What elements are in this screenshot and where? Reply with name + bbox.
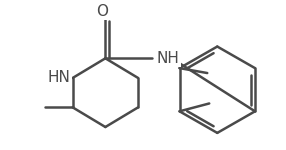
Text: NH: NH <box>156 51 179 66</box>
Text: HN: HN <box>47 70 70 86</box>
Text: O: O <box>96 4 108 19</box>
